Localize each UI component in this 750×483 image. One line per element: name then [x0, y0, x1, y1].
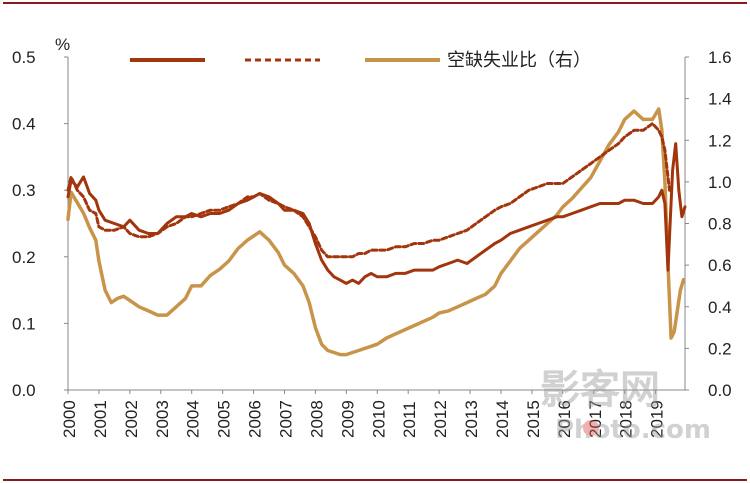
x-tick-label: 2017	[586, 400, 605, 438]
x-tick-label: 2007	[276, 400, 295, 438]
left-tick-label: 0.5	[12, 48, 36, 67]
series-layer	[66, 107, 687, 357]
x-tick-label: 2016	[555, 400, 574, 438]
right-tick-label: 1.6	[708, 48, 732, 67]
watermark-main: 影客网	[540, 367, 660, 413]
x-tick-label: 2012	[431, 400, 450, 438]
left-tick-label: 0.3	[12, 181, 36, 200]
x-tick-label: 2006	[246, 400, 265, 438]
watermark-sub: Photo.com	[555, 415, 711, 445]
x-tick-label: 2013	[462, 400, 481, 438]
watermark: 影客网 Photo.com	[540, 367, 711, 445]
legend-label-2: 空缺失业比（右）	[447, 50, 591, 71]
x-tick-label: 2001	[91, 400, 110, 438]
x-tick-label: 2011	[400, 401, 419, 438]
right-tick-label: 0.8	[708, 215, 732, 234]
left-tick-label: 0.2	[12, 248, 36, 267]
right-tick-label: 0.4	[708, 298, 732, 317]
right-tick-label: 1.4	[708, 90, 732, 109]
x-tick-label: 2003	[153, 400, 172, 438]
series-line-2	[66, 107, 686, 357]
right-tick-label: 1.2	[708, 131, 732, 150]
watermark-dot-icon	[583, 420, 599, 436]
x-tick-label: 2002	[122, 400, 141, 438]
x-tick-label: 2005	[215, 400, 234, 438]
left-tick-label: 0.4	[12, 115, 36, 134]
x-tick-label: 2000	[60, 400, 79, 438]
x-tick-label: 2008	[307, 400, 326, 438]
right-tick-label: 0.0	[708, 381, 732, 400]
x-tick-label: 2014	[493, 400, 512, 438]
legend: 空缺失业比（右）	[130, 50, 591, 71]
axes: 0.0 0.1 0.2 0.3 0.4 0.5% 0.0 0.2 0.4 0.6 0.8 1.0 1.2…	[12, 35, 732, 438]
x-tick-label: 2015	[524, 400, 543, 438]
x-tick-label: 2010	[369, 400, 388, 438]
series-line-0	[66, 142, 687, 285]
x-tick-label: 2018	[617, 400, 636, 438]
left-tick-label: 0.1	[12, 314, 36, 333]
x-tick-label: 2019	[648, 400, 667, 438]
x-tick-label: 2004	[184, 400, 203, 438]
right-tick-label: 0.6	[708, 256, 732, 275]
x-tick-label: 2009	[338, 400, 357, 438]
right-tick-label: 1.0	[708, 173, 732, 192]
right-tick-label: 0.2	[708, 339, 732, 358]
left-unit-label: %	[55, 35, 70, 54]
left-tick-label: 0.0	[12, 381, 36, 400]
